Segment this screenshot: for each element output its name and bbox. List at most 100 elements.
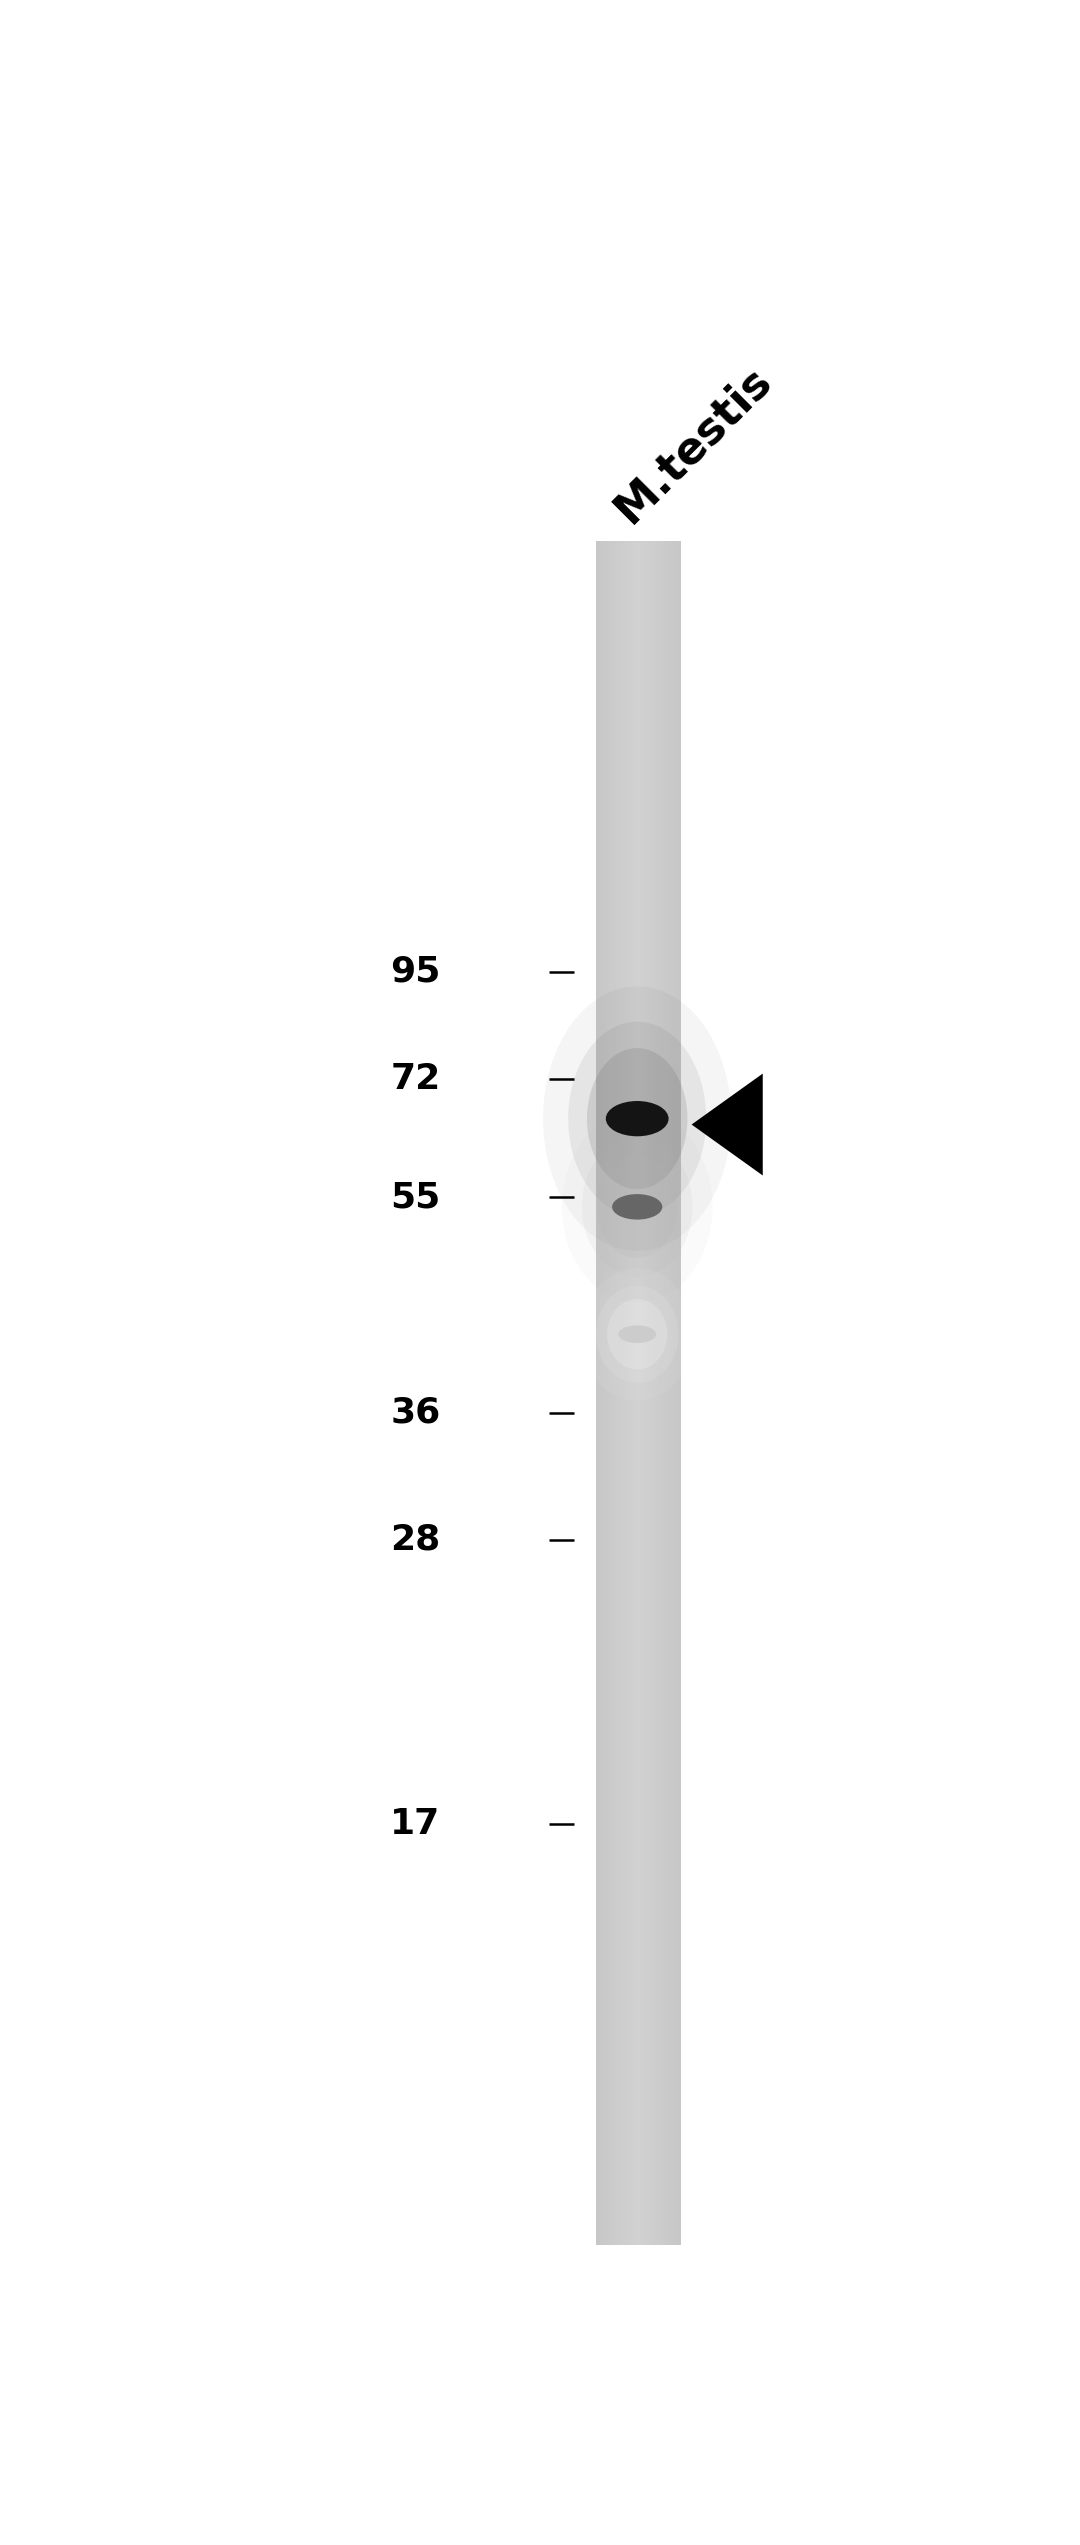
Bar [598, 540, 602, 2245]
Bar [634, 540, 636, 2245]
Bar [629, 540, 631, 2245]
Bar [632, 540, 635, 2245]
Bar [649, 540, 651, 2245]
Text: 36: 36 [390, 1395, 441, 1430]
Bar [621, 540, 623, 2245]
Text: 95: 95 [390, 954, 441, 987]
Bar [617, 540, 619, 2245]
Ellipse shape [607, 1298, 667, 1369]
Bar [611, 540, 613, 2245]
Bar [648, 540, 650, 2245]
Ellipse shape [606, 1102, 669, 1135]
Bar [660, 540, 662, 2245]
Polygon shape [691, 1074, 762, 1176]
Bar [639, 540, 642, 2245]
Bar [656, 540, 659, 2245]
Ellipse shape [612, 1194, 662, 1219]
Text: M.testis: M.testis [607, 356, 780, 532]
Bar [650, 540, 652, 2245]
Bar [653, 540, 656, 2245]
Bar [629, 540, 631, 2245]
Bar [674, 540, 676, 2245]
Bar [656, 540, 659, 2245]
Bar [677, 540, 679, 2245]
Bar [630, 540, 632, 2245]
Bar [663, 540, 665, 2245]
Bar [621, 540, 623, 2245]
Text: 72: 72 [390, 1061, 441, 1097]
Bar [625, 540, 627, 2245]
Bar [632, 540, 635, 2245]
Bar [667, 540, 670, 2245]
Bar [669, 540, 671, 2245]
Bar [616, 540, 618, 2245]
Bar [665, 540, 669, 2245]
Bar [649, 540, 651, 2245]
Ellipse shape [543, 987, 731, 1252]
Bar [602, 540, 604, 2245]
Bar [672, 540, 674, 2245]
Ellipse shape [597, 1155, 677, 1257]
Bar [619, 540, 621, 2245]
Bar [645, 540, 647, 2245]
Bar [676, 540, 678, 2245]
Bar [600, 540, 603, 2245]
Bar [670, 540, 672, 2245]
Bar [597, 540, 599, 2245]
Bar [596, 540, 598, 2245]
Bar [673, 540, 675, 2245]
Bar [611, 540, 613, 2245]
Bar [603, 540, 605, 2245]
Bar [674, 540, 676, 2245]
Bar [648, 540, 650, 2245]
Bar [635, 540, 637, 2245]
Bar [636, 540, 638, 2245]
Bar [639, 540, 642, 2245]
Text: 17: 17 [390, 1807, 441, 1840]
Bar [605, 540, 607, 2245]
Bar [636, 540, 638, 2245]
Bar [603, 540, 605, 2245]
Bar [654, 540, 657, 2245]
Bar [664, 540, 666, 2245]
Bar [662, 540, 664, 2245]
Bar [620, 540, 622, 2245]
Bar [677, 540, 679, 2245]
Bar [670, 540, 672, 2245]
Bar [615, 540, 617, 2245]
Bar [616, 540, 618, 2245]
Bar [619, 540, 621, 2245]
Bar [645, 540, 647, 2245]
Bar [617, 540, 619, 2245]
Bar [638, 540, 640, 2245]
Bar [638, 540, 640, 2245]
Bar [658, 540, 660, 2245]
Bar [662, 540, 664, 2245]
Bar [634, 540, 636, 2245]
Bar [669, 540, 671, 2245]
Bar [612, 540, 615, 2245]
Bar [620, 540, 622, 2245]
Bar [612, 540, 615, 2245]
Ellipse shape [582, 1138, 692, 1278]
Bar [640, 540, 643, 2245]
Bar [597, 540, 599, 2245]
Ellipse shape [562, 1112, 713, 1303]
Bar [598, 540, 602, 2245]
Bar [665, 540, 669, 2245]
Bar [624, 540, 626, 2245]
Bar [622, 540, 625, 2245]
Bar [605, 540, 607, 2245]
Text: 55: 55 [390, 1181, 441, 1214]
Bar [678, 540, 680, 2245]
Bar [615, 540, 617, 2245]
Bar [663, 540, 665, 2245]
Bar [607, 540, 609, 2245]
Bar [654, 540, 657, 2245]
Bar [640, 540, 643, 2245]
Bar [643, 540, 645, 2245]
Bar [610, 540, 612, 2245]
Bar [659, 540, 661, 2245]
Ellipse shape [568, 1021, 706, 1217]
Bar [678, 540, 680, 2245]
